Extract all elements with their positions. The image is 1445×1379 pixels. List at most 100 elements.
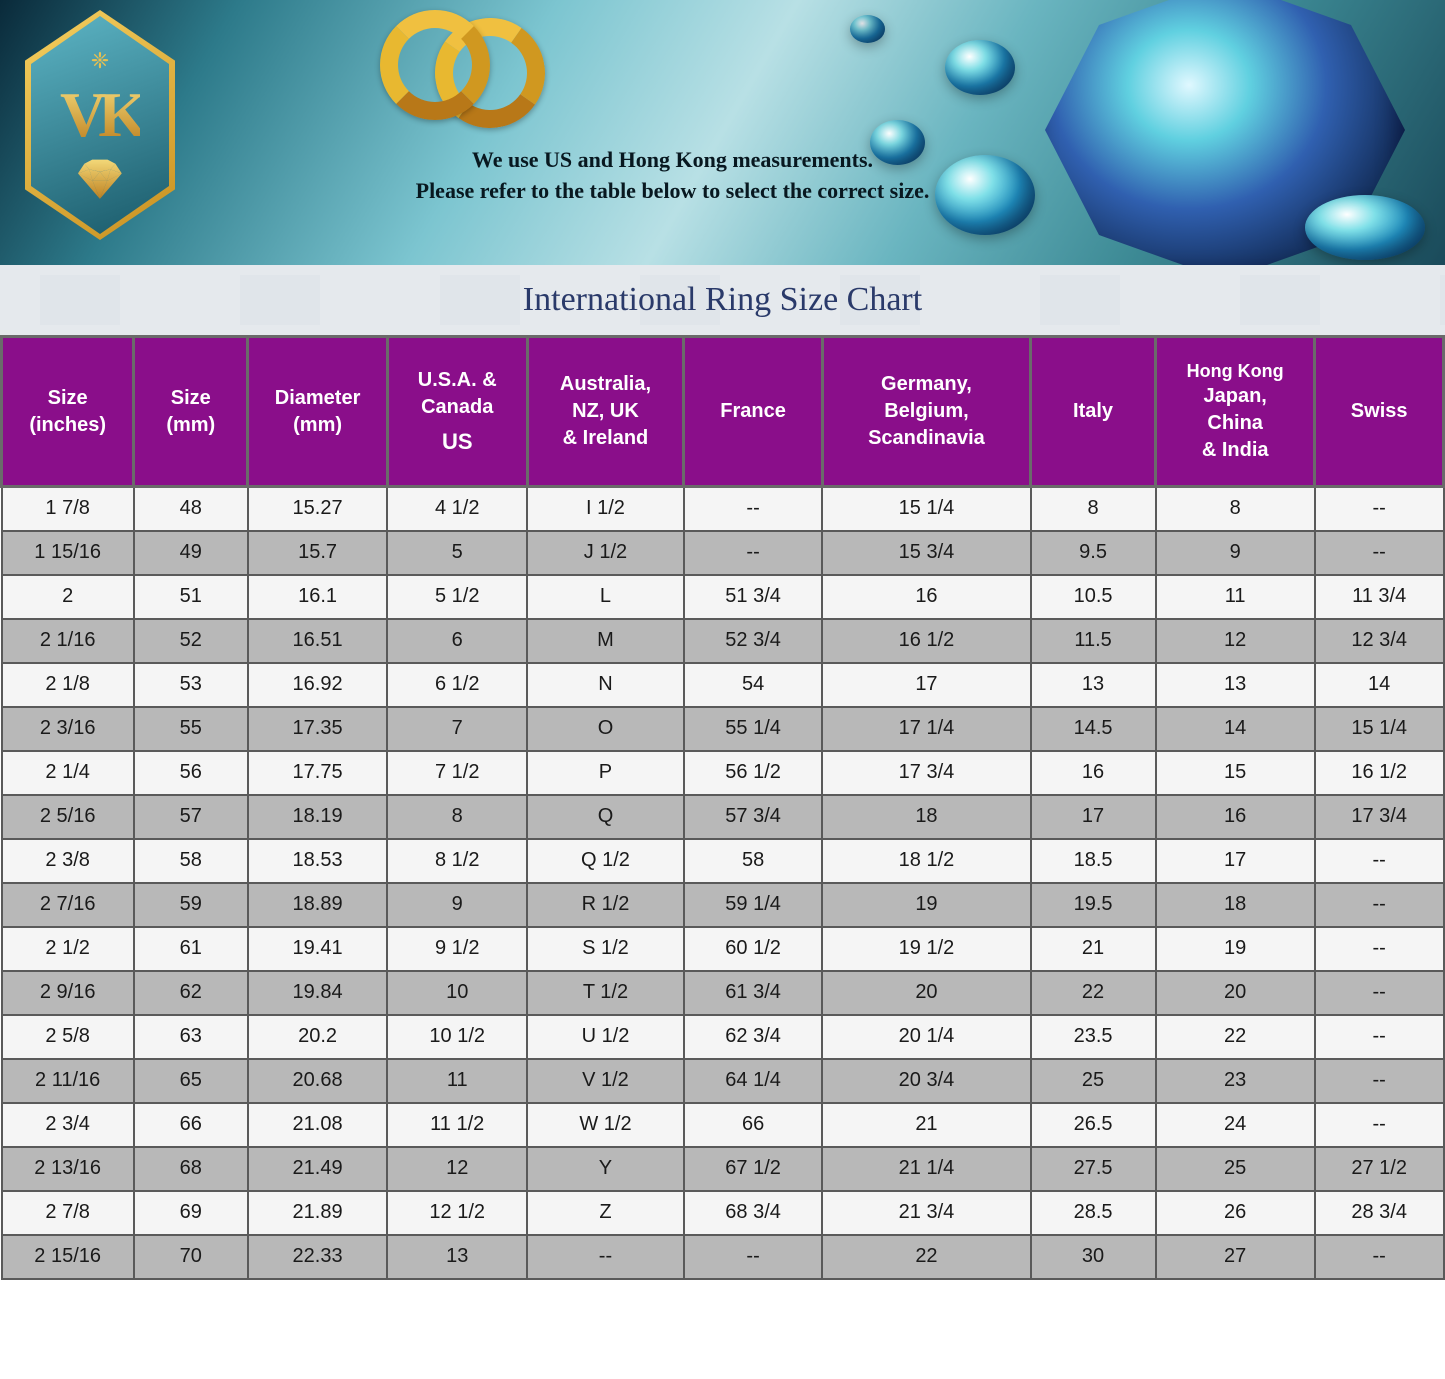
table-cell: 18.53: [248, 839, 388, 883]
table-cell: 15 3/4: [822, 531, 1030, 575]
table-cell: 14.5: [1031, 707, 1156, 751]
table-cell: 15 1/4: [822, 487, 1030, 531]
table-cell: 8: [1156, 487, 1315, 531]
table-cell: 19.41: [248, 927, 388, 971]
table-row: 2 13/166821.4912Y67 1/221 1/427.52527 1/…: [2, 1147, 1444, 1191]
table-cell: 70: [134, 1235, 248, 1279]
table-header-cell: Diameter(mm): [248, 337, 388, 487]
table-cell: --: [1315, 883, 1444, 927]
banner-text: We use US and Hong Kong measurements. Pl…: [200, 145, 1145, 207]
page-title: International Ring Size Chart: [523, 281, 922, 319]
table-cell: 27: [1156, 1235, 1315, 1279]
table-cell: 15: [1156, 751, 1315, 795]
table-cell: 20: [1156, 971, 1315, 1015]
table-cell: 21 3/4: [822, 1191, 1030, 1235]
table-cell: S 1/2: [527, 927, 684, 971]
table-cell: 2: [2, 575, 134, 619]
table-cell: 12: [387, 1147, 527, 1191]
crown-icon: ❈: [91, 48, 109, 74]
table-cell: 15.27: [248, 487, 388, 531]
table-cell: 22.33: [248, 1235, 388, 1279]
table-cell: 57 3/4: [684, 795, 822, 839]
table-cell: --: [1315, 1103, 1444, 1147]
table-cell: --: [684, 487, 822, 531]
table-cell: 17 3/4: [822, 751, 1030, 795]
table-cell: 17 3/4: [1315, 795, 1444, 839]
table-row: 2 15/167022.3313----223027--: [2, 1235, 1444, 1279]
table-cell: 16.92: [248, 663, 388, 707]
table-header-cell: Size(inches): [2, 337, 134, 487]
table-cell: --: [1315, 971, 1444, 1015]
table-cell: 19 1/2: [822, 927, 1030, 971]
table-cell: --: [1315, 1015, 1444, 1059]
table-cell: 18: [1156, 883, 1315, 927]
title-strip: International Ring Size Chart: [0, 265, 1445, 335]
table-cell: 17: [822, 663, 1030, 707]
table-cell: L: [527, 575, 684, 619]
table-cell: 11 3/4: [1315, 575, 1444, 619]
table-cell: 59 1/4: [684, 883, 822, 927]
table-row: 2 7/165918.899R 1/259 1/41919.518--: [2, 883, 1444, 927]
table-cell: 67 1/2: [684, 1147, 822, 1191]
table-cell: 21.49: [248, 1147, 388, 1191]
table-cell: 5 1/2: [387, 575, 527, 619]
table-cell: 4 1/2: [387, 487, 527, 531]
brand-logo: ❈ VK 💎: [25, 10, 175, 240]
table-cell: 23.5: [1031, 1015, 1156, 1059]
table-cell: R 1/2: [527, 883, 684, 927]
table-header-cell: Size(mm): [134, 337, 248, 487]
table-cell: 20.68: [248, 1059, 388, 1103]
table-cell: 12 1/2: [387, 1191, 527, 1235]
table-cell: 16: [1031, 751, 1156, 795]
table-cell: 20 3/4: [822, 1059, 1030, 1103]
table-cell: 17: [1031, 795, 1156, 839]
table-cell: 21: [822, 1103, 1030, 1147]
table-cell: 2 3/16: [2, 707, 134, 751]
table-cell: 2 7/16: [2, 883, 134, 927]
table-cell: 54: [684, 663, 822, 707]
table-cell: 13: [387, 1235, 527, 1279]
table-cell: 2 5/16: [2, 795, 134, 839]
table-row: 1 15/164915.75J 1/2--15 3/49.59--: [2, 531, 1444, 575]
table-cell: 17.75: [248, 751, 388, 795]
size-chart-table: Size(inches)Size(mm)Diameter(mm)U.S.A. &…: [0, 335, 1445, 1280]
banner-line-1: We use US and Hong Kong measurements.: [200, 145, 1145, 176]
table-cell: 1 7/8: [2, 487, 134, 531]
table-cell: 57: [134, 795, 248, 839]
table-cell: 56: [134, 751, 248, 795]
table-cell: 58: [684, 839, 822, 883]
table-cell: 2 3/8: [2, 839, 134, 883]
table-cell: 66: [134, 1103, 248, 1147]
table-cell: 6 1/2: [387, 663, 527, 707]
table-cell: 56 1/2: [684, 751, 822, 795]
rings-icon: [380, 10, 560, 130]
table-cell: 2 15/16: [2, 1235, 134, 1279]
table-cell: 16.51: [248, 619, 388, 663]
table-cell: 19.84: [248, 971, 388, 1015]
table-row: 2 5/86320.210 1/2U 1/262 3/420 1/423.522…: [2, 1015, 1444, 1059]
table-cell: 51 3/4: [684, 575, 822, 619]
table-cell: 61: [134, 927, 248, 971]
table-cell: 69: [134, 1191, 248, 1235]
table-cell: 9.5: [1031, 531, 1156, 575]
table-cell: 8: [1031, 487, 1156, 531]
table-cell: --: [1315, 839, 1444, 883]
table-cell: 55: [134, 707, 248, 751]
logo-text: VK: [60, 78, 140, 152]
table-cell: 22: [1156, 1015, 1315, 1059]
table-cell: 15.7: [248, 531, 388, 575]
table-header-cell: Italy: [1031, 337, 1156, 487]
table-cell: 14: [1315, 663, 1444, 707]
table-cell: 20.2: [248, 1015, 388, 1059]
table-cell: 24: [1156, 1103, 1315, 1147]
table-cell: 68 3/4: [684, 1191, 822, 1235]
table-cell: 19: [822, 883, 1030, 927]
table-cell: 9: [1156, 531, 1315, 575]
table-cell: I 1/2: [527, 487, 684, 531]
table-cell: 49: [134, 531, 248, 575]
table-cell: --: [1315, 927, 1444, 971]
table-cell: 2 1/8: [2, 663, 134, 707]
table-cell: 10: [387, 971, 527, 1015]
table-cell: Q: [527, 795, 684, 839]
table-row: 2 11/166520.6811V 1/264 1/420 3/42523--: [2, 1059, 1444, 1103]
